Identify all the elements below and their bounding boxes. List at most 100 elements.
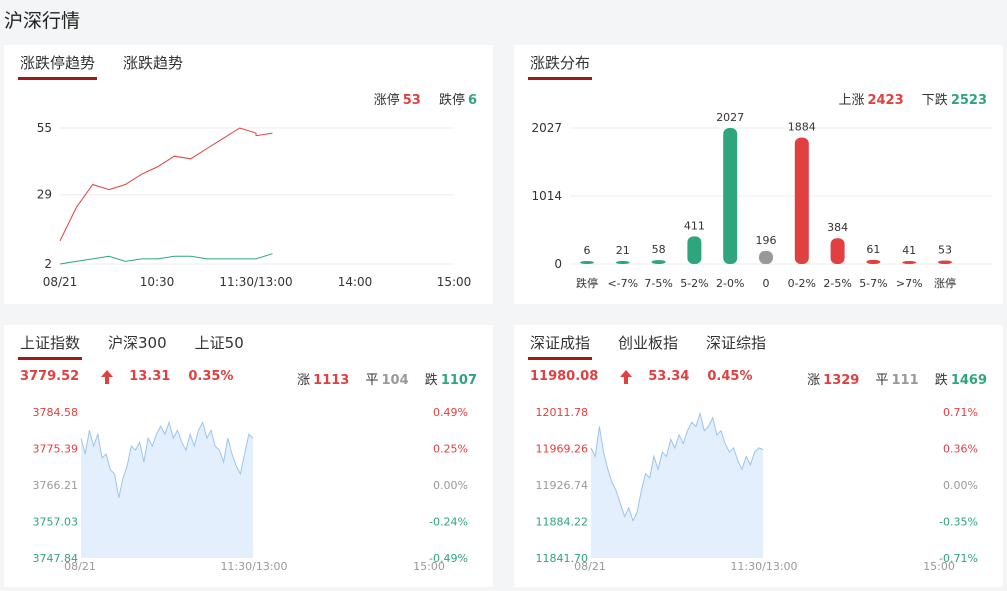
y-right-tick-label: -0.35%: [939, 516, 978, 529]
sz-price: 11980.08: [530, 369, 599, 384]
bar: [759, 250, 773, 264]
y-tick-label: 0: [554, 257, 562, 271]
sh-pct: 0.35%: [188, 369, 234, 384]
y-right-tick-label: 0.00%: [433, 479, 468, 492]
y-left-tick-label: 12011.78: [536, 406, 589, 419]
y-right-tick-label: -0.49%: [429, 552, 468, 565]
bar-value-label: 384: [827, 221, 848, 234]
sh-down-value: 1107: [440, 373, 477, 388]
tab-hs300[interactable]: 沪深300: [108, 334, 167, 352]
limit-legend: 涨停 53 跌停 6: [374, 89, 477, 108]
sz-up-value: 1329: [823, 373, 860, 388]
x-tick-label: 10:30: [140, 275, 175, 289]
tab-updown-trend[interactable]: 涨跌趋势: [123, 54, 184, 72]
y-right-tick-label: 0.49%: [433, 406, 468, 419]
y-right-tick-label: 0.71%: [943, 406, 978, 419]
price-line: [80, 420, 254, 498]
sz-index-card: 深证成指 创业板指 深证综指 11980.08 53.34 0.45% 涨 132…: [514, 325, 1003, 587]
x-category-label: 5-2%: [680, 277, 708, 290]
y-tick-label: 2027: [531, 121, 562, 135]
x-category-label: 2-5%: [823, 277, 851, 290]
x-tick-label: 11:30/13:00: [730, 560, 797, 573]
tab-sz-composite[interactable]: 深证综指: [706, 334, 767, 352]
price-area-fill: [591, 413, 763, 558]
y-left-tick-label: 11841.70: [536, 552, 589, 565]
bar-value-label: 1884: [788, 121, 816, 134]
limit-trend-chart: 55 29 2 08/21 10:30 11:30/13:00 14:00 15:00: [37, 121, 472, 289]
bar: [580, 261, 594, 264]
bar-value-label: 411: [684, 219, 705, 232]
bar: [615, 261, 630, 264]
sh-flat-value: 104: [381, 373, 409, 388]
up-arrow-icon: [620, 369, 633, 384]
limit-down-value: 6: [467, 93, 477, 108]
bar: [687, 236, 702, 264]
y-right-tick-label: -0.71%: [939, 552, 978, 565]
x-category-label: 跌停: [576, 276, 598, 290]
x-category-label: >7%: [896, 277, 923, 290]
sh-up-label: 涨: [297, 373, 311, 388]
sh-change: 13.31: [129, 369, 171, 384]
sh-quote: 3779.52 13.31 0.35%: [20, 369, 251, 384]
y-tick-label: 55: [37, 121, 52, 135]
distribution-card: 涨跌分布 上涨 2423 下跌 2523 2027 1014 0 6 跌停 21 <-7% 58 7…: [514, 45, 1003, 304]
limit-tabs: 涨跌停趋势 涨跌趋势: [17, 53, 211, 81]
tab-sz-component[interactable]: 深证成指: [527, 333, 593, 361]
sz-down-label: 跌: [934, 373, 948, 388]
sh-price: 3779.52: [20, 369, 80, 384]
bar: [651, 260, 666, 264]
tab-sh-composite[interactable]: 上证指数: [17, 333, 83, 361]
bar-value-label: 61: [866, 243, 880, 256]
sh-intraday-chart: 3784.58 0.49% 3775.39 0.25% 3766.21 0.00% 3757…: [33, 406, 469, 573]
y-tick-label: 2: [44, 257, 52, 271]
y-right-tick-label: -0.24%: [429, 516, 468, 529]
tab-chinext[interactable]: 创业板指: [618, 334, 679, 352]
limit-up-value: 53: [402, 93, 421, 108]
fall-value: 2523: [950, 93, 987, 108]
x-tick-label: 08/21: [43, 275, 78, 289]
sh-up-value: 1113: [313, 373, 350, 388]
sz-breadth: 涨 1329 平 111 跌 1469: [795, 369, 987, 388]
y-left-tick-label: 3784.58: [33, 406, 79, 419]
limit-down-series-line: [59, 253, 273, 265]
y-left-tick-label: 3747.84: [33, 552, 79, 565]
sz-flat-value: 111: [891, 373, 919, 388]
sz-quote: 11980.08 53.34 0.45%: [530, 369, 771, 384]
sz-pct: 0.45%: [707, 369, 753, 384]
sh-flat-label: 平: [365, 373, 379, 388]
bar-value-label: 6: [584, 244, 591, 257]
y-left-tick-label: 11926.74: [536, 479, 589, 492]
y-tick-label: 29: [37, 188, 52, 202]
limit-up-label: 涨停: [373, 93, 400, 108]
y-left-tick-label: 3757.03: [33, 516, 79, 529]
tab-sz50[interactable]: 上证50: [194, 334, 244, 352]
y-left-tick-label: 11884.22: [536, 516, 589, 529]
y-left-tick-label: 3775.39: [33, 443, 79, 456]
bar-value-label: 58: [652, 243, 666, 256]
x-tick-label: 14:00: [338, 275, 373, 289]
bar: [938, 260, 952, 264]
limit-up-series-line: [59, 127, 273, 242]
y-left-tick-label: 3766.21: [33, 479, 79, 492]
sh-breadth: 涨 1113 平 104 跌 1107: [285, 369, 477, 388]
x-category-label: 0-2%: [788, 277, 816, 290]
x-category-label: 2-0%: [716, 277, 744, 290]
x-tick-label: 08/21: [64, 560, 96, 573]
x-tick-label: 15:00: [437, 275, 472, 289]
dist-legend: 上涨 2423 下跌 2523: [838, 89, 987, 108]
x-category-label: 涨停: [934, 276, 956, 290]
tab-limit-trend[interactable]: 涨跌停趋势: [17, 53, 98, 81]
tab-distribution[interactable]: 涨跌分布: [527, 53, 593, 81]
rise-label: 上涨: [838, 93, 865, 108]
x-tick-label: 08/21: [574, 560, 606, 573]
limit-trend-card: 涨跌停趋势 涨跌趋势 涨停 53 跌停 6 55 29 2 08/21 10:30 11:30…: [4, 45, 493, 304]
distribution-chart: 2027 1014 0 6 跌停 21 <-7% 58 7-5% 411 5-2% 2027 2-0% 1…: [531, 111, 992, 290]
x-category-label: <-7%: [607, 277, 638, 290]
sz-up-label: 涨: [807, 373, 821, 388]
limit-down-label: 跌停: [438, 93, 465, 108]
sh-tabs: 上证指数 沪深300 上证50: [17, 333, 272, 361]
bar-value-label: 21: [616, 244, 630, 257]
y-tick-label: 1014: [531, 189, 562, 203]
y-left-tick-label: 11969.26: [536, 443, 589, 456]
bar-value-label: 196: [756, 234, 777, 247]
